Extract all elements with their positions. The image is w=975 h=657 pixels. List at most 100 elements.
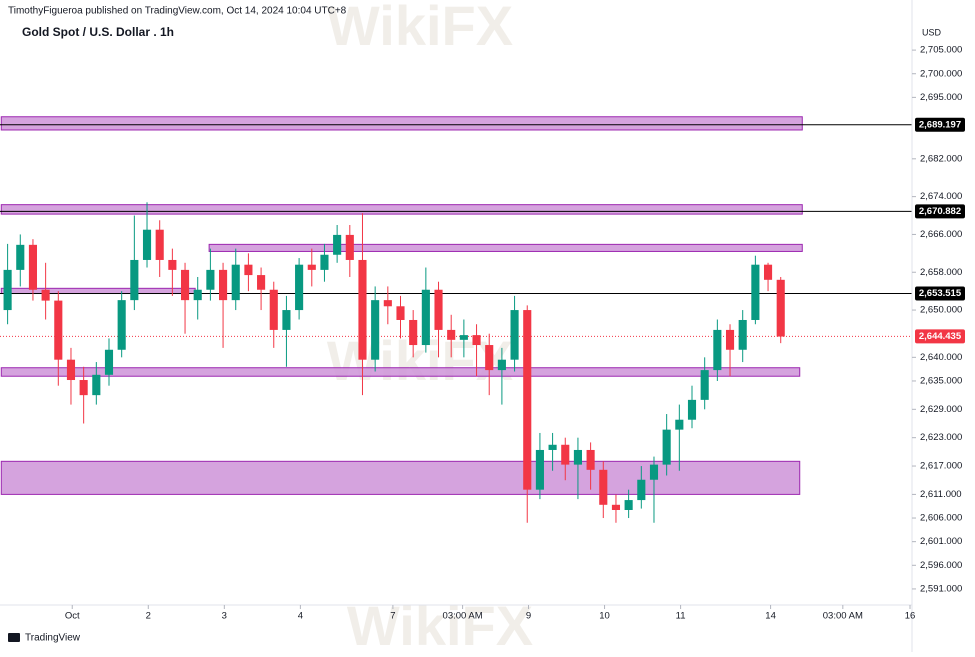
support-resistance-zone [0,116,803,131]
y-tick-label: 2,666.000 [920,229,962,240]
y-tick-label: 2,705.000 [920,45,962,56]
candle-body [28,244,38,290]
x-tick-label: 4 [298,611,303,622]
candle-body [434,289,443,330]
support-resistance-zone [208,243,803,252]
candle-body [371,300,380,360]
support-resistance-zone [0,460,801,495]
candle-body [257,275,266,290]
candle-body [599,469,608,505]
x-tick-label: 10 [599,611,610,622]
y-tick-label: 2,658.000 [920,267,962,278]
candle-body [713,329,722,371]
support-resistance-zone [0,204,803,215]
y-tick-label: 2,640.000 [920,352,962,363]
candle-body [662,429,671,465]
candle-body [751,264,760,320]
watermark-group: WikiFX WikiFX WikiFX [327,0,533,657]
candle-body [193,289,202,301]
candle-body [472,335,481,346]
candle-body [295,264,304,311]
x-tick-label: 9 [526,611,531,622]
candle-body [687,399,697,420]
candle-body [649,464,659,480]
x-tick-label: 14 [765,611,776,622]
candle-body [396,306,405,320]
candle-body [611,504,621,510]
x-tick-label: 03:00 AM [443,611,483,622]
y-tick-label: 2,700.000 [920,68,962,79]
candle-body [535,449,544,490]
y-tick-label: 2,635.000 [920,375,962,386]
candle-body [510,310,519,360]
candle-body [54,300,63,360]
y-tick-label: 2,629.000 [920,404,962,415]
candle-body [142,229,152,260]
candle-body [548,444,557,450]
x-tick-label: 2 [146,611,151,622]
y-tick-label: 2,650.000 [920,305,962,316]
candle-body [421,289,430,346]
candle-body [637,479,646,501]
candle-body [66,359,76,381]
candle-body [409,319,418,346]
candle-body [307,264,316,270]
last-price-label: 2,644.435 [919,331,962,342]
attribution: TimothyFigueroa published on TradingView… [8,6,347,17]
candle-body [269,289,278,330]
candle-body [155,229,164,260]
candle-body [447,329,456,340]
candle-body [586,449,595,470]
y-tick-label: 2,591.000 [920,583,962,594]
candle-body [130,259,139,301]
candle-body [244,264,253,276]
candle-body [104,349,114,375]
candle-body [282,310,291,330]
candle-body [675,419,684,430]
y-tick-label: 2,617.000 [920,461,962,472]
watermark: WikiFX [327,329,513,392]
chart-title: Gold Spot / U.S. Dollar . 1h [22,25,174,39]
x-tick-label: 16 [905,611,916,622]
candle-body [763,264,773,280]
axis-group: 2,705.000 2,700.000 2,695.000 2,682.000 2,67… [65,45,965,622]
candle-body [738,319,747,350]
candle-body [92,374,101,396]
level-label-box [915,117,965,132]
candle-body [3,269,12,311]
candle-body [700,370,709,400]
plot-area [0,116,912,523]
level-label: 2,670.882 [919,206,961,217]
candle-body [561,444,570,465]
x-tick-label: 11 [676,611,686,622]
candle-body [523,310,532,490]
candle-body [231,264,240,301]
candle-body [41,289,50,301]
y-tick-label: 2,601.000 [920,536,962,547]
x-tick-label: Oct [65,611,80,622]
y-tick-label: 2,682.000 [920,153,962,164]
candle-body [624,500,633,510]
support-resistance-zone [0,367,801,377]
y-tick-label: 2,623.000 [920,432,962,443]
level-label: 2,653.515 [919,288,962,299]
candle-body [168,259,177,270]
level-label-box [915,204,965,219]
candle-body [459,335,468,340]
candle-body [725,329,735,350]
candle-body [16,244,25,270]
watermark: WikiFX [327,0,513,57]
candle-body [320,254,329,270]
candle-body [333,234,342,255]
candle-body [206,269,215,290]
x-tick-label: 3 [222,611,227,622]
last-price-box [915,329,965,344]
candle-body [79,380,88,396]
y-tick-label: 2,695.000 [920,92,962,103]
candle-body [383,300,392,307]
y-tick-label: 2,596.000 [920,560,962,571]
y-tick-label: 2,611.000 [920,489,962,500]
candle-body [485,345,494,371]
